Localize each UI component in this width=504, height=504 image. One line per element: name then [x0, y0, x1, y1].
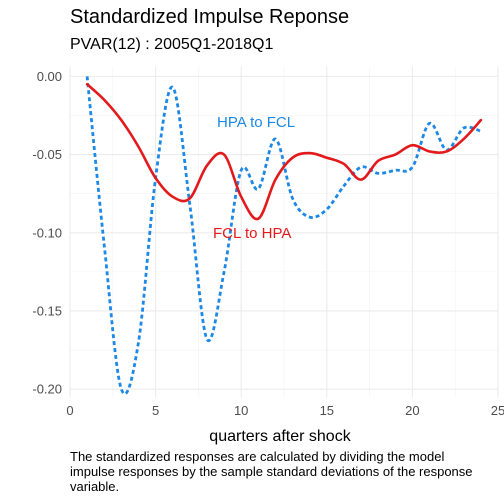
x-tick-label: 20	[405, 403, 419, 418]
series-line-hpa-to-fcl	[85, 76, 482, 396]
chart-caption: The standardized responses are calculate…	[70, 449, 473, 494]
y-tick-label: 0.00	[37, 69, 62, 84]
tick-labels: 0 5 10 15 20 25 0.00 -0.05 -0.10 -0.15 -0.20	[32, 69, 504, 418]
grid-major	[69, 67, 499, 397]
series-label-fcl-to-hpa: FCL to HPA	[213, 225, 291, 242]
series-label-hpa-to-fcl: HPA to FCL	[217, 114, 295, 131]
series-line-fcl-to-hpa	[85, 82, 483, 221]
chart-subtitle: PVAR(12) : 2005Q1-2018Q1	[70, 36, 274, 53]
series-lines	[85, 76, 483, 396]
x-tick-label: 5	[152, 403, 159, 418]
x-tick-label: 25	[491, 403, 504, 418]
grid-minor	[70, 67, 498, 397]
x-tick-label: 15	[320, 403, 334, 418]
y-tick-label: -0.05	[32, 147, 62, 162]
x-tick-label: 10	[234, 403, 248, 418]
chart-title: Standardized Impulse Reponse	[70, 6, 350, 28]
y-tick-label: -0.15	[32, 303, 62, 318]
y-tick-label: -0.10	[32, 225, 62, 240]
x-tick-label: 0	[66, 403, 73, 418]
x-axis-title: quarters after shock	[209, 428, 351, 445]
y-tick-label: -0.20	[32, 382, 62, 397]
